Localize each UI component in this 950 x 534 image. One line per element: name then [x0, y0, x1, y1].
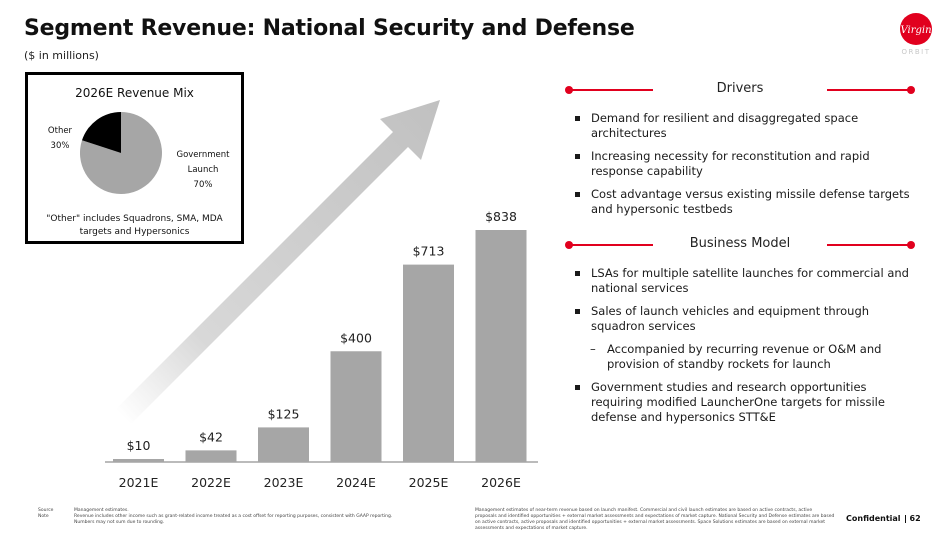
footer-right-note: Management estimates of near-term revenu… [475, 508, 835, 531]
bar-2025E [403, 264, 454, 462]
heading-dot-right [907, 241, 915, 249]
bar-value-label: $125 [268, 406, 300, 421]
pie-label-government: Government Launch 70% [168, 148, 238, 193]
footer-source-label: Source [38, 508, 54, 513]
bar-value-label: $42 [199, 429, 223, 444]
bar-2024E [330, 351, 382, 462]
bar-2021E [113, 459, 164, 462]
x-tick-label: 2023E [264, 475, 304, 490]
business-model-heading: Business Model [565, 236, 915, 256]
page-number: 62 [909, 514, 921, 523]
heading-dot-right [907, 86, 915, 94]
page-subtitle: ($ in millions) [24, 49, 99, 62]
page-title: Segment Revenue: National Security and D… [24, 16, 635, 41]
revenue-mix-note: "Other" includes Squadrons, SMA, MDA tar… [28, 213, 241, 239]
bar-value-label: $713 [413, 244, 445, 259]
pie-label-other-name: Other [47, 126, 73, 136]
heading-line-left [569, 89, 653, 91]
revenue-mix-note-line-1: "Other" includes Squadrons, SMA, MDA [46, 214, 223, 224]
svg-text:ORBIT: ORBIT [901, 48, 930, 56]
bar-value-label: $10 [127, 438, 151, 453]
drivers-heading: Drivers [565, 81, 915, 101]
revenue-mix-note-line-2: targets and Hypersonics [79, 227, 190, 237]
x-tick-label: 2024E [336, 475, 376, 490]
footer-source-text: Management estimates. [74, 508, 129, 513]
bar-value-label: $400 [340, 330, 372, 345]
pie-label-government-name-2: Launch [187, 165, 219, 175]
business-model-item: Government studies and research opportun… [575, 380, 920, 425]
heading-line-left [569, 244, 653, 246]
bar-2026E [475, 230, 527, 462]
x-tick-label: 2021E [119, 475, 159, 490]
footer-source: Source Management estimates. Note Revenu… [38, 508, 398, 526]
virgin-orbit-logo: Virgin ORBIT [900, 13, 932, 56]
business-model-heading-label: Business Model [689, 236, 791, 251]
heading-line-right [827, 89, 911, 91]
pie-label-government-pct: 70% [193, 180, 213, 190]
business-model-list: LSAs for multiple satellite launches for… [575, 266, 920, 433]
heading-line-right [827, 244, 911, 246]
pie-label-other: Other 30% [40, 124, 80, 154]
bar-value-label: $838 [485, 209, 517, 224]
pie-label-government-name: Government [176, 150, 230, 160]
confidential-text: Confidential [846, 514, 901, 523]
x-tick-label: 2025E [409, 475, 449, 490]
bar-2022E [185, 450, 237, 462]
pie-slice-government [80, 112, 162, 194]
business-model-item: LSAs for multiple satellite launches for… [575, 266, 920, 296]
x-tick-label: 2026E [481, 475, 521, 490]
driver-item: Cost advantage versus existing missile d… [575, 187, 920, 217]
svg-text:Virgin: Virgin [900, 25, 931, 36]
pie-label-other-pct: 30% [50, 141, 70, 151]
footer-note-text-2: Numbers may not sum due to rounding. [74, 520, 165, 525]
footer-note-label: Note [38, 514, 49, 519]
x-tick-label: 2022E [191, 475, 231, 490]
footer-separator [904, 514, 906, 523]
footer-note-text: Revenue includes other income such as gr… [74, 514, 393, 519]
drivers-heading-label: Drivers [716, 81, 764, 96]
driver-item: Demand for resilient and disaggregated s… [575, 111, 920, 141]
revenue-mix-pie [80, 112, 162, 194]
confidential-label: Confidential 62 [846, 514, 921, 523]
driver-item: Increasing necessity for reconstitution … [575, 149, 920, 179]
business-model-item: Sales of launch vehicles and equipment t… [575, 304, 920, 334]
pie-slice-other [82, 112, 121, 153]
business-model-subitem: Accompanied by recurring revenue or O&M … [575, 342, 920, 372]
drivers-list: Demand for resilient and disaggregated s… [575, 111, 920, 225]
bar-2023E [258, 427, 309, 462]
revenue-mix-title: 2026E Revenue Mix [75, 86, 194, 100]
revenue-mix-box: 2026E Revenue Mix Other 30% Government L… [25, 72, 244, 244]
